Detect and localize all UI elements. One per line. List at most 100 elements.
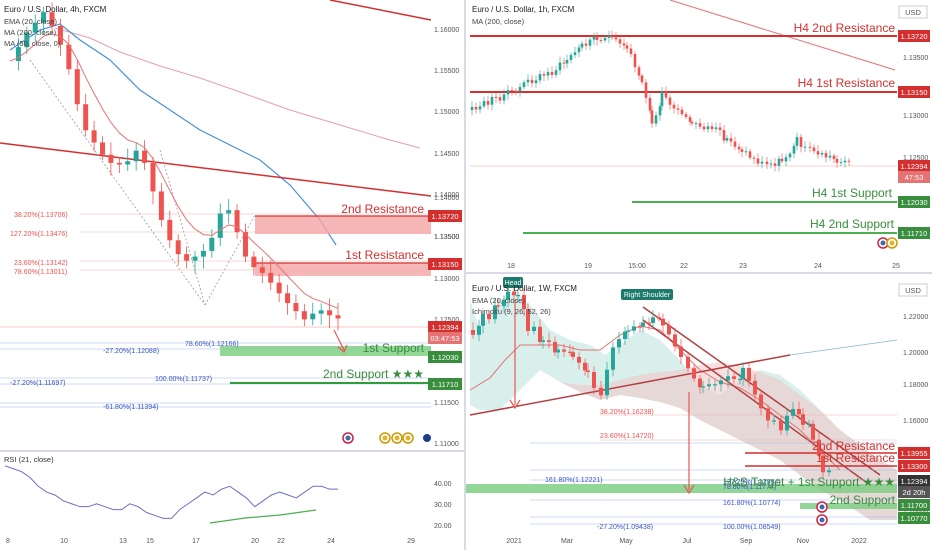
fib-label-1w-1: 23.60%(1.14720)	[600, 433, 654, 440]
tag-1h-r2-bg	[898, 30, 930, 42]
price-axis-1w-3: 1.16000	[903, 418, 928, 425]
label-h4-2nd-support: H4 2nd Support	[810, 217, 895, 231]
time-axis-1h-0: 18	[507, 263, 515, 270]
candle-4h	[116, 162, 122, 165]
tag-1h-s2-bg	[898, 227, 930, 239]
candle-4h	[335, 315, 341, 319]
candle-1h	[629, 48, 633, 54]
candle-1h	[494, 96, 498, 98]
candle-1w	[502, 299, 506, 307]
s1-zone-1w	[466, 484, 897, 493]
candle-1w	[599, 387, 603, 396]
time-axis-4h-3: 15	[146, 538, 154, 545]
ema20-1w	[469, 325, 841, 471]
candle-1h	[808, 146, 812, 148]
candle-1h	[824, 152, 828, 158]
price-axis-1h-7: 1.12500	[903, 155, 928, 162]
fib-label-1w-3: 127.20%(1.12084)	[723, 479, 781, 486]
candle-4h	[242, 232, 248, 257]
time-axis-4h-8: 29	[407, 538, 415, 545]
candle-1w	[526, 309, 530, 331]
candle-1h	[828, 155, 832, 158]
candle-1h	[625, 45, 629, 49]
candle-4h	[41, 12, 47, 23]
tag-1w-r1-bg	[898, 460, 930, 472]
candle-1h	[654, 115, 658, 124]
tag-1h-r1-bg	[898, 86, 930, 98]
candle-4h	[133, 150, 139, 162]
fib-label-1: 127.20%(1.13476)	[10, 231, 68, 238]
candle-4h	[32, 22, 38, 33]
candle-1w	[481, 313, 485, 326]
candle-1h	[588, 39, 592, 46]
indicator-1h-0: MA (200, close)	[472, 17, 525, 26]
label-h4-1st-resistance: H4 1st Resistance	[798, 76, 896, 90]
candle-1h	[565, 60, 569, 64]
candle-4h	[184, 254, 190, 261]
candle-1h	[725, 138, 729, 141]
tag-4h-countdown: 03:47:53	[430, 334, 459, 343]
candle-1h	[684, 114, 688, 118]
candle-1w	[516, 294, 520, 297]
event-icon-4h-dot-1	[382, 435, 388, 441]
candle-1h	[486, 100, 490, 105]
price-axis-1h-1: 1.15500	[434, 68, 459, 75]
candle-4h	[100, 142, 106, 155]
candle-1h	[722, 130, 726, 141]
rsi-title: RSI (21, close)	[4, 455, 54, 464]
time-axis-1w-6: 2022	[851, 538, 867, 545]
candle-1w	[471, 330, 475, 335]
candle-1h	[752, 157, 756, 159]
candle-4h	[327, 310, 333, 316]
candle-4h	[175, 240, 181, 255]
candle-1h	[744, 151, 748, 153]
event-icon-1w-a-dot-0	[819, 504, 825, 510]
tag-1w-last: 1.12394	[900, 477, 927, 486]
fib-label-low-1: -27.20%(1.12088)	[103, 348, 159, 355]
event-icon-1h-dot-1	[889, 240, 895, 246]
tag-1h-countdown-bg	[898, 171, 930, 183]
candle-1w	[641, 322, 645, 327]
candle-1h	[538, 74, 542, 81]
price-axis-4h-2: 1.13000	[434, 276, 459, 283]
candle-1h	[792, 145, 796, 154]
candle-1w	[547, 340, 551, 342]
target-arrow-2-head	[683, 484, 695, 495]
candle-4h	[318, 310, 324, 314]
candle-1h	[522, 82, 526, 88]
fib-label-low-0: 78.60%(1.12166)	[185, 341, 239, 348]
downtrend-line-1	[0, 142, 432, 197]
rsi-axis-2: 20.00	[434, 523, 452, 530]
candle-1w	[532, 326, 536, 331]
tag-1w-countdown-bg	[898, 486, 930, 498]
candle-1h	[498, 97, 502, 101]
vertical-divider[interactable]	[464, 0, 466, 550]
candle-1h	[714, 127, 718, 130]
candle-1w	[623, 331, 627, 340]
tag-4h-r1: 1.13150	[431, 260, 458, 269]
indicator-4h-1: MA (200, close)	[4, 28, 57, 37]
candle-1h	[478, 106, 482, 110]
horizontal-divider-right[interactable]	[466, 272, 932, 274]
candle-1w	[477, 325, 481, 335]
tag-1w-countdown: 2d 20h	[903, 488, 926, 497]
candle-4h	[108, 154, 114, 163]
candle-1w	[686, 356, 690, 369]
candle-4h	[200, 250, 206, 257]
candle-1w	[556, 349, 560, 353]
candle-1w	[512, 291, 516, 296]
candle-1w	[667, 325, 671, 335]
fib-label-1w-7: 100.00%(1.08549)	[723, 524, 781, 531]
candle-1h	[706, 126, 710, 130]
candle-1h	[577, 47, 581, 53]
candle-4h	[192, 256, 198, 261]
label-1w-2nd-support: 2nd Support	[830, 493, 896, 507]
candle-1h	[839, 162, 843, 164]
candle-1h	[562, 62, 566, 64]
fib-label-1w-5: 161.80%(1.10774)	[723, 500, 781, 507]
s1-zone-fill	[220, 346, 431, 356]
rsi-divider[interactable]	[0, 450, 464, 452]
time-axis-1h-3: 22	[680, 263, 688, 270]
time-axis-1h-6: 25	[892, 263, 900, 270]
